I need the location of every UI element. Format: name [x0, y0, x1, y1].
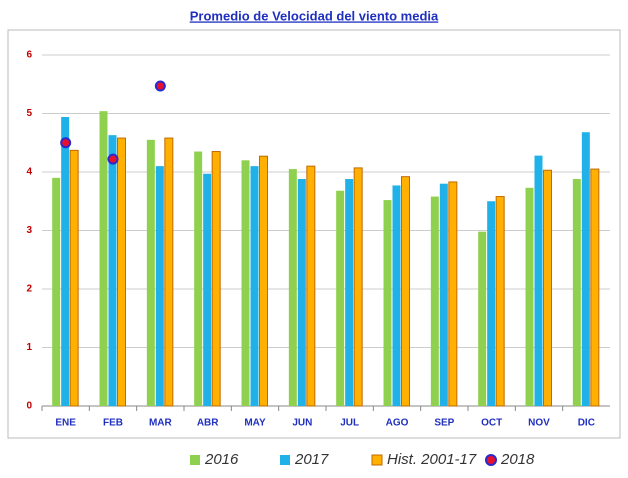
- bar: [345, 179, 354, 406]
- bar: [108, 135, 117, 406]
- x-tick-label: JUN: [292, 418, 312, 429]
- x-tick-label: FEB: [103, 418, 123, 429]
- y-tick-label: 5: [26, 108, 32, 119]
- bar: [478, 231, 487, 406]
- point: [154, 80, 166, 92]
- bar: [259, 155, 268, 407]
- bar: [288, 169, 297, 406]
- x-tick-label: AGO: [386, 418, 409, 429]
- bar: [543, 169, 552, 407]
- bar: [164, 137, 174, 407]
- bar: [383, 200, 392, 406]
- legend-label: 2017: [294, 451, 329, 468]
- chart-title: Promedio de Velocidad del viento media: [190, 8, 439, 23]
- bar: [353, 167, 363, 407]
- bar: [306, 165, 316, 407]
- bar: [203, 173, 212, 406]
- bar: [525, 187, 534, 406]
- bar: [392, 185, 401, 406]
- bar: [430, 196, 439, 406]
- x-tick-label: ABR: [197, 418, 219, 429]
- bar: [52, 177, 61, 406]
- legend-label: Hist. 2001-17: [387, 451, 477, 468]
- x-tick-label: MAR: [149, 418, 173, 429]
- bar: [61, 117, 70, 406]
- y-tick-label: 2: [26, 284, 32, 295]
- bar: [211, 151, 221, 407]
- x-tick-label: NOV: [528, 418, 550, 429]
- bar: [146, 139, 155, 406]
- bar: [99, 111, 108, 406]
- y-tick-label: 0: [26, 401, 32, 412]
- bar: [69, 149, 79, 407]
- bar: [581, 132, 590, 406]
- bar: [297, 179, 306, 406]
- legend-marker: [485, 454, 497, 466]
- x-tick-label: JUL: [340, 418, 359, 429]
- y-tick-label: 3: [26, 225, 32, 236]
- y-tick-label: 1: [26, 342, 32, 353]
- bar: [487, 201, 496, 406]
- bar: [448, 181, 458, 407]
- bar: [155, 166, 164, 406]
- bar: [495, 196, 505, 407]
- legend-label: 2018: [500, 451, 535, 468]
- legend-label: 2016: [204, 451, 239, 468]
- y-tick-label: 4: [26, 167, 32, 178]
- bar: [241, 160, 250, 406]
- bar: [401, 176, 410, 407]
- plot-frame: [7, 29, 621, 439]
- x-tick-label: SEP: [434, 418, 454, 429]
- bar: [250, 166, 259, 406]
- y-tick-label: 6: [26, 50, 32, 61]
- legend-marker: [371, 454, 383, 466]
- x-tick-label: MAY: [244, 418, 266, 429]
- point: [107, 153, 119, 165]
- bar: [572, 179, 581, 406]
- bar: [439, 183, 448, 406]
- bar: [534, 155, 543, 406]
- bar: [336, 190, 345, 406]
- bar: [590, 168, 600, 407]
- legend-marker: [190, 455, 200, 465]
- bar: [117, 137, 126, 407]
- point: [60, 137, 72, 149]
- x-tick-label: ENE: [55, 418, 76, 429]
- legend-marker: [280, 455, 290, 465]
- x-tick-label: OCT: [481, 418, 502, 429]
- x-tick-label: DIC: [578, 418, 595, 429]
- bar: [194, 151, 203, 406]
